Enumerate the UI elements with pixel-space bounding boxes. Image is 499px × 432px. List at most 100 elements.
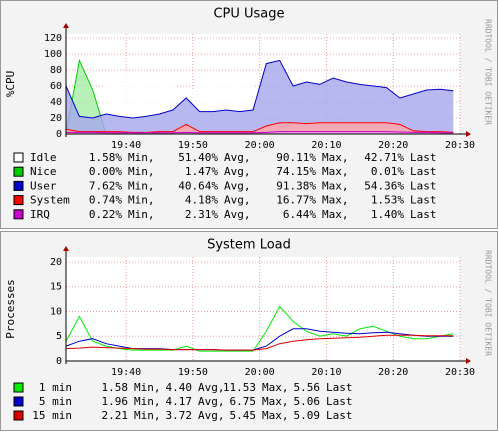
axis-arrow bbox=[466, 358, 471, 364]
x-tick-label: 20:00 bbox=[245, 140, 275, 151]
legend-stat-label: Min, bbox=[134, 395, 161, 408]
legend-name: 15 min bbox=[32, 409, 72, 422]
legend-stat-label: Last bbox=[326, 381, 353, 394]
x-tick-label: 20:20 bbox=[378, 367, 408, 378]
legend-stat-label: Max, bbox=[322, 208, 349, 221]
x-tick-label: 19:40 bbox=[111, 140, 141, 151]
legend-swatch bbox=[13, 152, 24, 163]
axis-arrow bbox=[63, 246, 69, 251]
legend-stat: 1.40% bbox=[371, 208, 404, 221]
legend-stat-label: Max, bbox=[322, 165, 349, 178]
legend-stat-label: Max, bbox=[322, 194, 349, 207]
legend-stat-label: Last bbox=[410, 179, 437, 192]
legend-stat-label: Avg, bbox=[198, 381, 225, 394]
legend-stat: 91.38% bbox=[276, 179, 316, 192]
legend-stat: 1.96 bbox=[102, 395, 129, 408]
x-tick-label: 20:30 bbox=[445, 140, 475, 151]
legend-stat-label: Avg, bbox=[224, 165, 251, 178]
legend-stat: 5.06 bbox=[294, 395, 321, 408]
plot-area bbox=[66, 257, 460, 361]
legend-swatch bbox=[13, 382, 24, 393]
legend-stat-label: Max, bbox=[262, 381, 289, 394]
legend-stat-label: Last bbox=[326, 409, 353, 422]
legend-swatch bbox=[13, 195, 24, 206]
legend-stat-label: Avg, bbox=[224, 208, 251, 221]
x-tick-label: 20:00 bbox=[245, 367, 275, 378]
legend-stat: 7.62% bbox=[89, 179, 122, 192]
legend-stat-label: Min, bbox=[128, 208, 155, 221]
legend-name: 5 min bbox=[39, 395, 72, 408]
legend-stat-label: Max, bbox=[262, 409, 289, 422]
legend-stat-label: Avg, bbox=[198, 409, 225, 422]
line bbox=[65, 59, 454, 119]
legend-stat: 1.53% bbox=[371, 194, 404, 207]
legend-stat: 16.77% bbox=[276, 194, 316, 207]
y-axis-label: Processes bbox=[4, 279, 17, 339]
legend-stat-label: Min, bbox=[128, 194, 155, 207]
legend-stat-label: Min, bbox=[128, 179, 155, 192]
y-tick-label: 15 bbox=[50, 282, 62, 293]
legend-stat-label: Last bbox=[410, 165, 437, 178]
legend-stat: 51.40% bbox=[178, 151, 218, 164]
watermark: RRDTOOL / TOBI OETIKER bbox=[484, 250, 493, 356]
legend-stat: 3.72 bbox=[166, 409, 193, 422]
y-tick-label: 0 bbox=[56, 356, 62, 367]
line bbox=[65, 122, 454, 133]
line bbox=[65, 334, 454, 351]
legend-stat: 42.71% bbox=[364, 151, 404, 164]
legend-stat-label: Max, bbox=[322, 179, 349, 192]
x-tick-label: 19:40 bbox=[111, 367, 141, 378]
legend-stat-label: Avg, bbox=[224, 151, 251, 164]
legend-name: Nice bbox=[30, 165, 57, 178]
legend-swatch bbox=[13, 166, 24, 177]
legend-stat: 4.40 bbox=[166, 381, 193, 394]
legend-name: System bbox=[30, 194, 70, 207]
legend-swatch bbox=[13, 180, 24, 191]
y-tick-label: 0 bbox=[56, 129, 62, 140]
x-tick-label: 20:20 bbox=[378, 140, 408, 151]
legend-name: User bbox=[30, 179, 57, 192]
legend-stat: 4.17 bbox=[166, 395, 193, 408]
watermark: RRDTOOL / TOBI OETIKER bbox=[484, 19, 493, 125]
legend-stat-label: Avg, bbox=[224, 179, 251, 192]
y-axis-label: %CPU bbox=[4, 71, 17, 98]
legend-stat-label: Last bbox=[410, 151, 437, 164]
legend-stat: 2.31% bbox=[185, 208, 218, 221]
legend-stat: 74.15% bbox=[276, 165, 316, 178]
y-tick-label: 20 bbox=[50, 113, 62, 124]
y-tick-label: 100 bbox=[44, 49, 62, 60]
y-tick-label: 40 bbox=[50, 97, 62, 108]
legend-stat-label: Min, bbox=[134, 409, 161, 422]
legend-stat: 1.47% bbox=[185, 165, 218, 178]
y-tick-label: 80 bbox=[50, 65, 62, 76]
legend-stat-label: Min, bbox=[134, 381, 161, 394]
legend-stat: 5.45 bbox=[230, 409, 257, 422]
legend-stat: 90.11% bbox=[276, 151, 316, 164]
line bbox=[66, 131, 454, 134]
legend-stat: 54.36% bbox=[364, 179, 404, 192]
legend-stat: 5.56 bbox=[294, 381, 321, 394]
legend-stat-label: Max, bbox=[322, 151, 349, 164]
axis-arrow bbox=[466, 131, 471, 137]
legend-stat: 40.64% bbox=[178, 179, 218, 192]
legend-swatch bbox=[13, 410, 24, 421]
y-tick-label: 10 bbox=[50, 306, 62, 317]
x-tick-label: 20:10 bbox=[311, 140, 341, 151]
chart-title: CPU Usage bbox=[213, 7, 284, 22]
legend-stat: 6.75 bbox=[230, 395, 257, 408]
legend-stat-label: Last bbox=[410, 194, 437, 207]
legend-stat-label: Min, bbox=[128, 151, 155, 164]
x-tick-label: 20:10 bbox=[311, 367, 341, 378]
legend-stat: 2.21 bbox=[102, 409, 129, 422]
legend-stat-label: Last bbox=[410, 208, 437, 221]
legend-stat-label: Avg, bbox=[198, 395, 225, 408]
legend-stat-label: Min, bbox=[128, 165, 155, 178]
x-tick-label: 20:30 bbox=[445, 367, 475, 378]
legend-stat: 11.53 bbox=[223, 381, 256, 394]
y-tick-label: 5 bbox=[56, 331, 62, 342]
x-tick-label: 19:50 bbox=[178, 140, 208, 151]
legend-stat: 0.00% bbox=[89, 165, 122, 178]
area bbox=[66, 60, 454, 134]
legend-stat: 5.09 bbox=[294, 409, 321, 422]
legend-stat: 0.01% bbox=[371, 165, 404, 178]
